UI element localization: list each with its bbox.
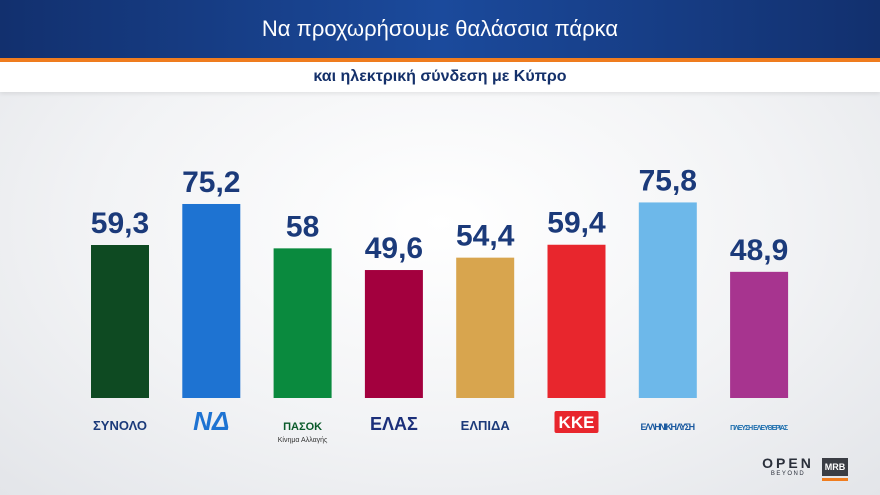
bar-7 <box>638 202 697 398</box>
pollster-logo: MRB <box>822 458 848 476</box>
bar-6 <box>547 244 606 398</box>
chart-subtitle: και ηλεκτρική σύνδεση με Κύπρο <box>313 68 567 85</box>
value-label-1: 59,3 <box>91 207 149 240</box>
category-label-8: ΠΛΕΥΣΗ ΕΛΕΥΘΕΡΙΑΣ <box>730 425 788 432</box>
category-badge-6 <box>554 411 599 433</box>
bar-5 <box>456 257 515 398</box>
category-label-1: ΣΥΝΟΛΟ <box>93 418 147 433</box>
bar-1 <box>91 245 149 398</box>
channel-logo-beyond: BEYOND <box>770 471 806 477</box>
value-label-2: 75,2 <box>182 166 240 199</box>
channel-logo: OPEN BEYOND <box>760 456 816 478</box>
bar-chart: 59,3 ΣΥΝΟΛΟ 75,2 ΝΔ 58 ΠΑΣΟΚ Κίνημα Αλλαγής 49,… <box>91 164 789 444</box>
chart-title: Να προχωρήσουμε θαλάσσια πάρκα <box>261 16 619 41</box>
channel-logo-open: OPEN <box>762 455 814 471</box>
value-label-7: 75,8 <box>639 164 697 197</box>
category-sublabel-3: Κίνημα Αλλαγής <box>278 436 328 444</box>
category-label-7: ΕΛΛΗΝΙΚΗ ΛΥΣΗ <box>641 422 696 432</box>
accent-divider <box>0 58 880 62</box>
value-label-8: 48,9 <box>730 234 788 267</box>
category-label-6: ΚΚΕ <box>559 413 595 432</box>
header-bar <box>0 0 880 58</box>
value-label-3: 58 <box>286 210 319 243</box>
bar-2 <box>182 203 241 398</box>
pollster-logo-accent <box>822 478 848 481</box>
value-label-5: 54,4 <box>456 220 515 253</box>
value-label-4: 49,6 <box>365 232 423 265</box>
bar-3 <box>273 248 332 398</box>
value-label-6: 59,4 <box>547 207 606 240</box>
category-label-5: ΕΛΠΙΔΑ <box>461 418 511 433</box>
bar-4 <box>364 270 423 398</box>
bar-8 <box>730 271 789 398</box>
category-label-4: ΕΛΑΣ <box>370 414 418 434</box>
subtitle-bar <box>0 62 880 92</box>
category-label-2: ΝΔ <box>193 406 229 436</box>
category-label-3: ΠΑΣΟΚ <box>283 421 322 433</box>
